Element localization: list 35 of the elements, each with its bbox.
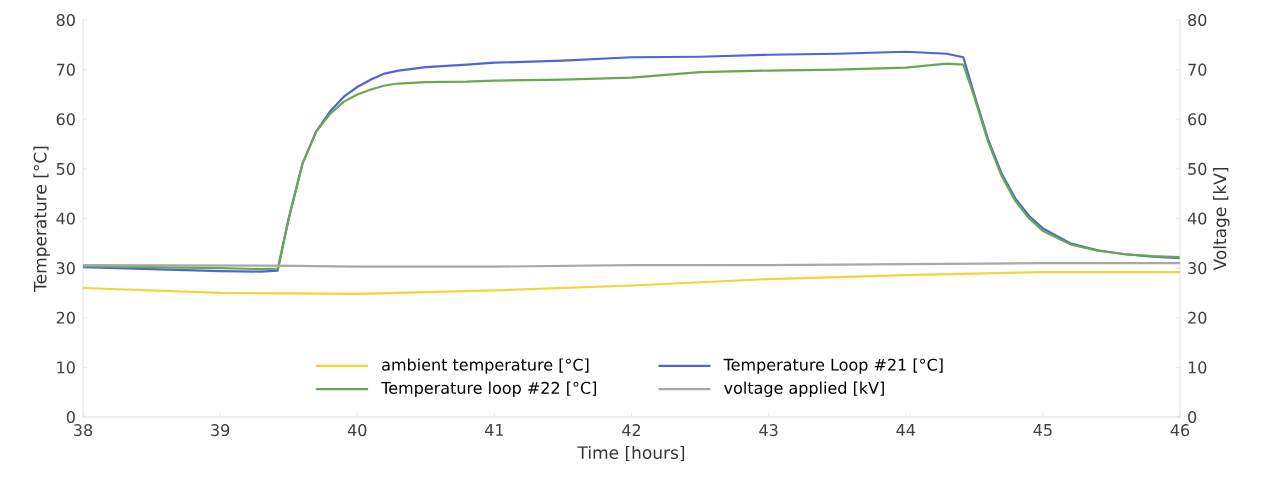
y2-tick-label: 60 — [1188, 113, 1207, 126]
x-tick-label: 44 — [896, 424, 916, 436]
x-tick-label: 46 — [1170, 424, 1190, 437]
x-tick-label: 42 — [622, 424, 641, 436]
y2-tick-label: 80 — [1188, 13, 1207, 27]
y2-tick-label: 20 — [1188, 311, 1207, 324]
legend-label: Temperature Loop #21 [°C] — [723, 358, 943, 374]
y-tick-label: 80 — [56, 13, 75, 27]
legend-label: voltage applied [kV] — [724, 381, 884, 398]
y-tick-label: 60 — [56, 113, 75, 126]
y-tick-label: 20 — [56, 311, 75, 324]
y2-tick-label: 40 — [1187, 212, 1207, 225]
y-axis-title: Temperature [°C] — [33, 146, 50, 292]
y2-tick-label: 70 — [1188, 63, 1207, 76]
x-tick-label: 45 — [1033, 424, 1052, 436]
y2-axis-title: Voltage [kV] — [1213, 168, 1230, 271]
x-tick-label: 38 — [74, 424, 93, 437]
y-tick-label: 40 — [56, 212, 75, 225]
y-tick-label: 50 — [56, 162, 75, 175]
y2-tick-label: 10 — [1188, 361, 1207, 374]
x-axis-title: Time [hours] — [577, 445, 685, 462]
y2-tick-label: 0 — [1188, 410, 1197, 424]
legend-label: ambient temperature [°C] — [382, 358, 589, 374]
y2-tick-label: 50 — [1188, 162, 1207, 175]
y-tick-label: 70 — [56, 63, 75, 76]
y2-tick-label: 30 — [1188, 262, 1207, 275]
x-tick-label: 40 — [347, 424, 367, 437]
x-tick-label: 43 — [759, 424, 778, 437]
y-tick-label: 10 — [57, 361, 75, 374]
y-tick-label: 30 — [56, 262, 75, 275]
y-tick-label: 0 — [66, 410, 75, 424]
x-tick-label: 39 — [211, 424, 230, 437]
line-series — [83, 271, 1180, 296]
x-tick-label: 41 — [484, 424, 504, 436]
legend-label: Temperature loop #22 [°C] — [381, 381, 597, 398]
